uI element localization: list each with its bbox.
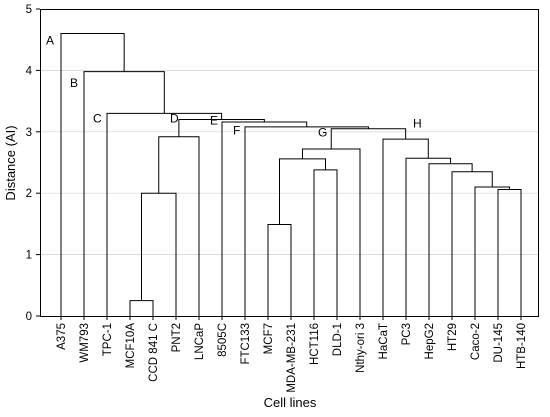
y-axis: 0 1 2 3 4 5	[26, 4, 40, 323]
leaf-label: Caco-2	[470, 323, 482, 360]
y-tick-label: 5	[26, 4, 32, 16]
dendrogram-link	[428, 163, 473, 316]
x-axis-title: Cell lines	[264, 395, 317, 410]
dendrogram-link	[221, 121, 308, 316]
dendrogram-link	[474, 186, 510, 316]
leaf-label: DLD-1	[332, 323, 344, 356]
leaf-label: HT29	[447, 323, 459, 351]
dendrogram-link	[60, 33, 125, 316]
leaf-label: HepG2	[424, 323, 436, 359]
cluster-label-f: F	[233, 123, 240, 137]
leaf-label: DU-145	[493, 323, 505, 363]
cluster-node-labels: A B C D E F G H	[46, 34, 422, 140]
leaf-label: CCD 841 C	[148, 323, 160, 382]
y-tick-label: 1	[26, 250, 32, 262]
dendrogram-link	[158, 136, 200, 316]
dendrogram-link	[302, 148, 361, 316]
cluster-label-d: D	[170, 112, 179, 126]
y-tick-label: 4	[26, 65, 33, 77]
cluster-label-h: H	[413, 117, 422, 131]
dendrogram-link	[497, 189, 522, 316]
dendrogram-link	[129, 300, 154, 316]
y-tick-label: 0	[26, 311, 32, 323]
cluster-label-b: B	[70, 76, 78, 90]
y-tick-label: 2	[26, 188, 32, 200]
y-axis-title: Distance (AI)	[3, 125, 18, 200]
dendrogram-link	[244, 126, 369, 316]
dendrogram-link	[279, 158, 326, 225]
leaf-label: HCT116	[309, 323, 321, 365]
dendrogram-link	[313, 169, 338, 316]
cluster-label-a: A	[46, 34, 54, 48]
leaf-label: FTC133	[240, 323, 252, 365]
leaf-label: Nthy-ori 3	[355, 323, 367, 373]
leaf-label: HTB-140	[516, 323, 528, 369]
dendrogram-link	[83, 71, 165, 316]
dendrogram-link	[106, 112, 223, 316]
leaf-label: PNT2	[171, 323, 183, 352]
grid-lines	[40, 70, 538, 255]
leaf-label: TPC-1	[102, 323, 114, 356]
x-axis: A375 WM793 TPC-1 MCF10A CCD 841 C PNT2 LNCaP 85…	[56, 316, 528, 393]
dendrogram-link	[267, 224, 292, 316]
leaf-label: WM793	[79, 323, 91, 363]
plot-frame	[40, 9, 539, 317]
leaf-label: MCF7	[263, 323, 275, 354]
cluster-label-e: E	[210, 113, 218, 127]
leaf-label: HaCaT	[378, 323, 390, 359]
dendrogram-branches	[60, 33, 522, 316]
leaf-label: LNCaP	[194, 323, 206, 360]
leaf-label: MDA-MB-231	[286, 323, 298, 393]
y-tick-label: 3	[26, 127, 32, 139]
cluster-label-g: G	[318, 126, 327, 140]
leaf-label: MCF10A	[125, 323, 137, 369]
leaf-label: 8505C	[217, 323, 229, 357]
leaf-label: PC3	[401, 323, 413, 345]
dendrogram-link	[405, 157, 452, 316]
leaf-label: A375	[56, 323, 68, 350]
cluster-label-c: C	[93, 112, 102, 126]
